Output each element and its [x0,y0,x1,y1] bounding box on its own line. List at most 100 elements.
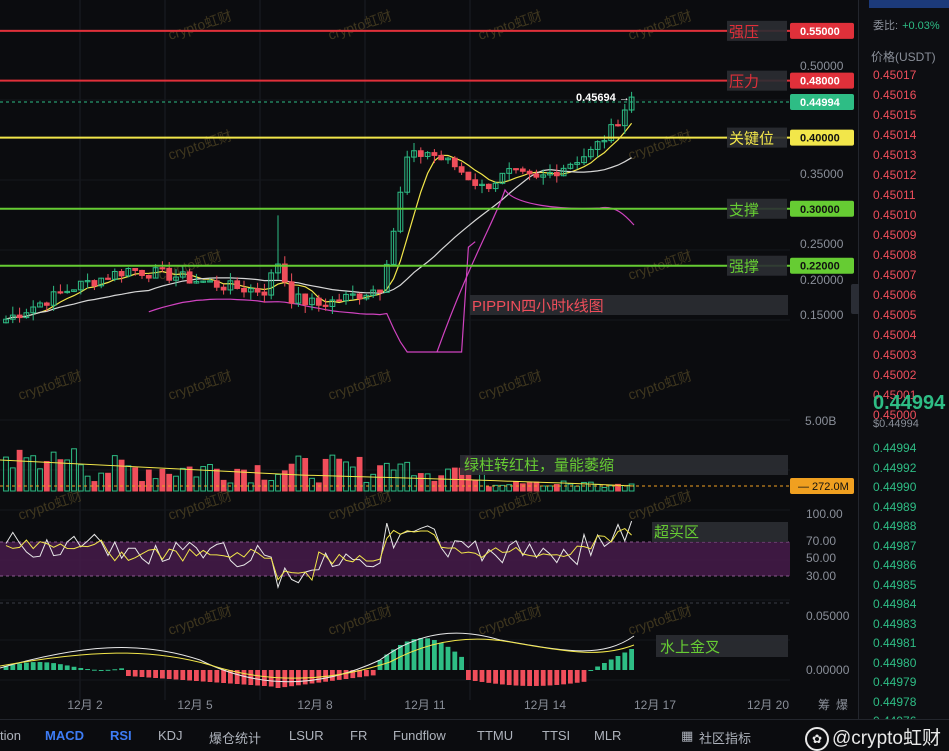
candle-body-20 [139,269,145,276]
volume-bar-78 [533,481,540,492]
bid-price-row: 0.44994 [873,441,917,455]
tab-fr[interactable]: FR [350,728,368,743]
candle-body-78 [533,173,540,178]
candle-body-44 [302,293,309,306]
macd-note: 水上金叉 [660,639,720,656]
tab-macd[interactable]: MACD [45,728,84,743]
volume-bar-40 [275,473,281,492]
tab-rsi[interactable]: RSI [110,728,132,743]
candle-body-13 [91,280,98,287]
candle-body-27 [186,271,193,284]
candle-body-57 [390,230,397,265]
volume-bar-79 [540,485,547,492]
price-tick-2: 0.25000 [800,237,844,251]
level-label-bg-0 [727,20,787,41]
macd-bar-56 [384,654,390,670]
volume-bar-24 [166,473,173,492]
volume-bar-88 [601,486,608,492]
macd-bar-4 [30,662,36,670]
price-tick-0: 0.50000 [800,59,844,73]
tab-ttsi[interactable]: TTSI [542,728,571,743]
macd-bar-64 [438,642,444,670]
ask-price-row: 0.45003 [873,348,917,362]
tab-fundflow[interactable]: Fundflow [393,728,446,743]
x-tick-3: 12月 11 [404,698,445,712]
macd-pane [0,632,635,688]
price-chart[interactable]: crypto虹财 crypto虹财 crypto虹财 crypto虹财crypto虹财… [0,0,858,719]
volume-bar-39 [268,480,275,492]
candle-body-63 [431,152,438,156]
candle-body-10 [71,289,77,292]
volume-bar-55 [377,465,383,492]
macd-bar-23 [160,670,165,679]
volume-bar-34 [234,468,241,492]
rsi-tick-1: 70.00 [806,534,836,548]
macd-bar-76 [520,670,526,686]
volume-bar-10 [71,448,77,492]
volume-ma-line [0,459,635,487]
volume-bar-48 [329,454,336,492]
candle-body-45 [309,297,315,306]
macd-bar-25 [173,670,179,680]
candle-body-5 [37,302,43,308]
bid-price-row: 0.44989 [873,499,917,514]
candle-body-35 [241,287,247,293]
candle-body-74 [506,168,513,174]
ma-white-line [5,157,632,320]
candle-body-82 [560,167,567,177]
price-tick-4: 0.15000 [800,308,844,322]
candle-body-67 [458,166,465,173]
volume-bar-8 [57,459,64,492]
candle-body-76 [519,168,526,172]
candle-body-18 [125,267,132,277]
macd-bar-8 [58,664,63,670]
vol-current-tag: — 272.0M [798,481,849,493]
tab-partial[interactable]: tion [0,728,21,743]
candle-body-29 [200,280,207,283]
chart-title: PIPPIN四小时k线图 [472,298,604,315]
tab-liquidation[interactable]: 爆仓统计 [209,731,262,746]
candle-body-24 [166,267,173,281]
panel-expander[interactable] [851,284,860,314]
tab-lsur[interactable]: LSUR [289,728,324,743]
tab-mlr[interactable]: MLR [594,728,622,743]
macd-bar-21 [146,670,152,678]
sidebar-divider [858,0,859,719]
candle-body-61 [417,150,424,157]
tab-ttmu[interactable]: TTMU [477,728,514,743]
x-tick-6: 12月 20 [747,698,789,712]
bid-price-row: 0.44985 [873,577,917,592]
bid-price-row: 0.44981 [873,636,917,650]
candle-body-86 [587,148,594,158]
macd-bar-14 [98,669,104,671]
macd-bar-6 [44,662,50,670]
macd-bar-13 [92,669,97,671]
rsi-tick-2: 50.00 [806,551,836,565]
x-label-liq: 爆 [836,698,848,712]
level-tag-bg-2 [790,129,854,146]
candle-body-64 [438,154,445,161]
macd-bar-58 [398,645,403,670]
volume-bar-59 [404,461,411,492]
macd-bar-86 [588,670,594,671]
title-box-bg [470,295,788,315]
macd-bar-18 [126,670,131,676]
bid-price-row: 0.44992 [873,460,917,475]
book-last-usd: $0.44994 [873,418,919,430]
volume-bar-9 [64,459,71,492]
tab-community[interactable]: 社区指标 [699,731,752,746]
macd-bar-19 [132,670,138,677]
candle-body-53 [363,294,370,300]
volume-bar-29 [200,466,207,492]
candle-body-54 [370,289,377,296]
ask-price-row: 0.45016 [873,88,917,102]
volume-bar-62 [424,473,431,492]
volume-bar-77 [526,482,533,492]
tab-kdj[interactable]: KDJ [158,728,183,743]
macd-bar-29 [200,670,206,682]
watermark-icon: ✿ [804,726,829,751]
volume-bar-81 [553,484,560,492]
level-tag-bg-1 [790,72,854,89]
book-ratio: 委比: +0.03% [873,20,940,32]
macd-bar-12 [85,669,90,671]
